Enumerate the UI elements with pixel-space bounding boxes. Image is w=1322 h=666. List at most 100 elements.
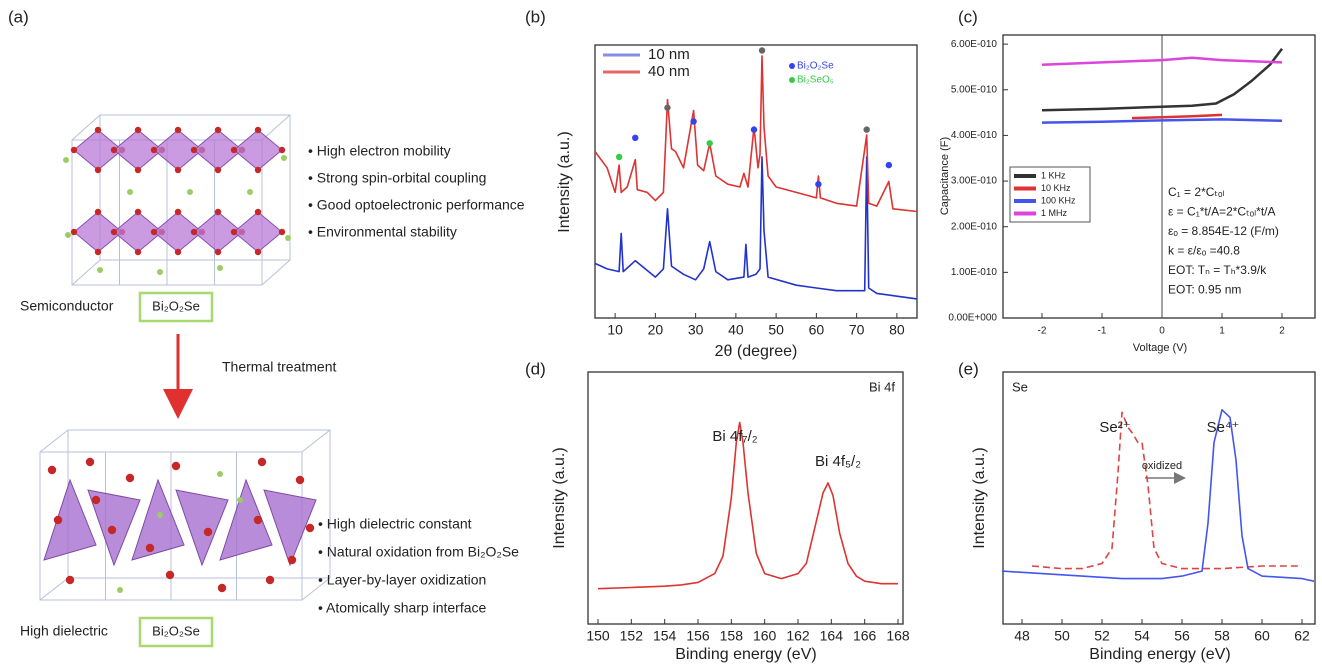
polyhedron xyxy=(175,489,229,567)
atom xyxy=(174,248,182,256)
y-tick-label: 4.00E-010 xyxy=(951,130,998,141)
annotation: Se xyxy=(1012,379,1028,394)
property: • Environmental stability xyxy=(308,224,457,240)
series-line xyxy=(1041,47,1283,112)
atom xyxy=(134,248,142,256)
x-tick-label: 0 xyxy=(1159,326,1165,337)
x-tick-label: 166 xyxy=(853,628,877,644)
atom xyxy=(217,471,223,477)
atom xyxy=(217,265,223,271)
y-tick-label: 0.00E+000 xyxy=(948,313,997,324)
annotation: Se²⁺ xyxy=(1099,419,1130,436)
atom xyxy=(171,461,181,471)
polyhedron xyxy=(233,129,283,171)
atom xyxy=(110,228,118,236)
atom xyxy=(94,166,102,174)
annotation: EOT: Tₙ = Tₕ*3.9/k xyxy=(1168,263,1267,277)
cell-edge xyxy=(301,429,331,453)
legend-swatch xyxy=(789,77,795,83)
atom xyxy=(278,146,286,154)
atom xyxy=(230,146,238,154)
atom xyxy=(187,189,193,195)
x-tick-label: 168 xyxy=(886,628,910,644)
cell-edge xyxy=(39,577,69,601)
x-tick-label: 56 xyxy=(1174,628,1190,644)
peak-marker xyxy=(664,104,671,111)
atom xyxy=(254,126,262,134)
cell-edge xyxy=(71,259,101,286)
cell-edge xyxy=(71,114,101,141)
x-tick-label: 40 xyxy=(728,322,744,338)
x-tick-label: 158 xyxy=(720,628,744,644)
atom xyxy=(134,208,142,216)
atom xyxy=(214,166,222,174)
atom xyxy=(94,248,102,256)
x-tick-label: 58 xyxy=(1214,628,1230,644)
peak-marker xyxy=(885,161,893,169)
atom xyxy=(278,228,286,236)
atom xyxy=(63,157,69,163)
plot-frame xyxy=(1002,371,1316,625)
atom xyxy=(214,126,222,134)
x-tick-label: 164 xyxy=(820,628,844,644)
phase-label: Semiconductor xyxy=(20,298,114,314)
atom xyxy=(281,155,287,161)
atom xyxy=(65,232,71,238)
y-tick-label: 2.00E-010 xyxy=(951,221,998,232)
x-axis-label: Voltage (V) xyxy=(1133,342,1187,354)
cell-edge xyxy=(261,259,291,286)
atom xyxy=(134,166,142,174)
formula-box xyxy=(138,616,214,648)
y-axis-label: Capacitance (F) xyxy=(939,137,951,215)
atom xyxy=(94,208,102,216)
atom xyxy=(47,465,57,475)
x-tick-label: 156 xyxy=(686,628,710,644)
atom xyxy=(70,228,78,236)
legend-label: 10 KHz xyxy=(1041,183,1071,193)
y-axis-label: Intensity (a.u.) xyxy=(551,447,568,548)
x-tick-label: 48 xyxy=(1014,628,1030,644)
atom xyxy=(217,583,227,593)
plot-frame xyxy=(587,371,904,625)
series-line xyxy=(594,156,918,300)
legend-label: 1 KHz xyxy=(1041,170,1066,180)
series-line xyxy=(597,421,898,590)
y-axis-label: Intensity (a.u.) xyxy=(971,447,988,548)
y-tick-label: 6.00E-010 xyxy=(951,39,998,50)
x-tick-label: 152 xyxy=(620,628,644,644)
cell-edge xyxy=(301,577,331,601)
atom xyxy=(117,587,123,593)
annotation: k = ε/εₒ =40.8 xyxy=(1168,244,1240,258)
x-tick-label: 10 xyxy=(607,322,623,338)
atom xyxy=(150,228,158,236)
x-axis-label: Binding energy (eV) xyxy=(675,646,816,663)
legend-label: Bi₂SeO₅ xyxy=(797,75,834,86)
atom xyxy=(247,189,253,195)
x-tick-label: 162 xyxy=(786,628,810,644)
property: • Strong spin-orbital coupling xyxy=(308,170,486,186)
transition-label: Thermal treatment xyxy=(222,359,336,375)
formula: Bi₂O₂Se xyxy=(152,298,200,313)
annotation: EOT: 0.95 nm xyxy=(1168,283,1241,297)
x-tick-label: 60 xyxy=(809,322,825,338)
x-tick-label: 2 xyxy=(1279,326,1285,337)
atom xyxy=(174,126,182,134)
panel-label: (e) xyxy=(958,359,979,378)
atom xyxy=(287,555,297,565)
series-line xyxy=(1041,56,1283,66)
atom xyxy=(157,269,163,275)
atom xyxy=(134,126,142,134)
atom xyxy=(214,248,222,256)
series-line xyxy=(1041,118,1283,124)
x-tick-label: 50 xyxy=(768,322,784,338)
atom xyxy=(150,146,158,154)
panel-label: (a) xyxy=(8,7,29,26)
annotation: Bi 4f xyxy=(869,379,895,394)
atom xyxy=(305,523,315,533)
panel-label: (d) xyxy=(525,359,546,378)
x-tick-label: 160 xyxy=(753,628,777,644)
atom xyxy=(295,475,305,485)
peak-marker xyxy=(815,181,822,188)
atom xyxy=(97,267,103,273)
